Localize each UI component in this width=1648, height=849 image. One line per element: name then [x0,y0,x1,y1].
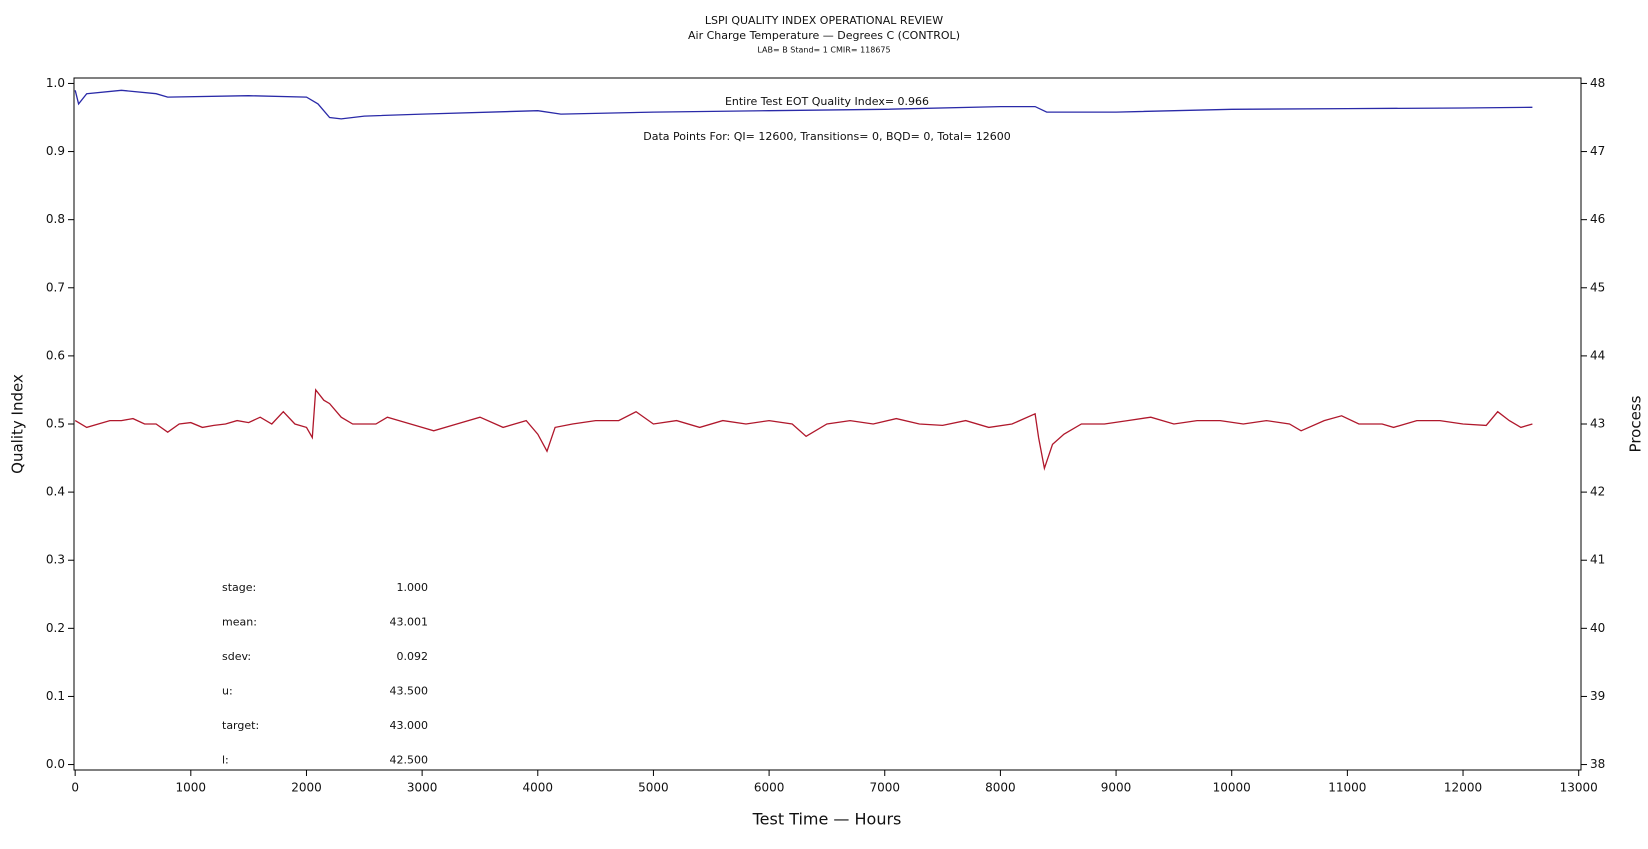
stat-label: sdev: [222,650,251,663]
y2-tick-label: 41 [1590,553,1605,567]
y-tick-label: 1.0 [46,76,65,90]
y2-tick-label: 47 [1590,144,1605,158]
chart-subtitle: LAB= B Stand= 1 CMIR= 118675 [757,46,890,55]
stat-value: 42.500 [390,754,429,767]
stat-label: stage: [222,581,256,594]
y-tick-label: 0.1 [46,689,65,703]
stat-value: 43.000 [390,719,429,732]
annotation: Entire Test EOT Quality Index= 0.966 [725,95,929,108]
x-tick-label: 11000 [1328,781,1366,795]
x-tick-label: 8000 [985,781,1016,795]
x-tick-label: 13000 [1560,781,1598,795]
stat-label: mean: [222,616,257,629]
x-tick-label: 12000 [1444,781,1482,795]
y2-tick-label: 42 [1590,485,1605,499]
y-tick-label: 0.0 [46,757,65,771]
stat-value: 43.500 [390,685,429,698]
y2-axis-label: Process [1627,395,1645,452]
y-tick-label: 0.2 [46,621,65,635]
series-line [74,388,1533,471]
y2-tick-label: 45 [1590,280,1605,294]
y2-tick-label: 46 [1590,212,1605,226]
x-tick-label: 4000 [523,781,554,795]
y-tick-label: 0.6 [46,348,65,362]
x-tick-label: 5000 [638,781,669,795]
y2-tick-label: 39 [1590,689,1605,703]
y-tick-label: 0.5 [46,417,65,431]
x-tick-label: 3000 [407,781,438,795]
y2-tick-label: 48 [1590,76,1605,90]
x-tick-label: 9000 [1101,781,1132,795]
x-tick-label: 0 [71,781,79,795]
y2-tick-label: 44 [1590,348,1605,362]
series-line [74,89,1533,120]
y-tick-label: 0.8 [46,212,65,226]
stat-label: target: [222,719,259,732]
stat-value: 0.092 [397,650,429,663]
y-tick-label: 0.4 [46,485,65,499]
x-tick-label: 7000 [869,781,900,795]
y-tick-label: 0.7 [46,280,65,294]
chart-title: LSPI QUALITY INDEX OPERATIONAL REVIEW [705,14,943,27]
stat-value: 1.000 [397,581,429,594]
stat-value: 43.001 [390,616,429,629]
x-tick-label: 10000 [1213,781,1251,795]
x-tick-label: 1000 [176,781,207,795]
annotation: Data Points For: QI= 12600, Transitions=… [643,130,1011,143]
y-tick-label: 0.3 [46,553,65,567]
chart-subtitle: Air Charge Temperature — Degrees C (CONT… [688,29,960,42]
x-axis-label: Test Time — Hours [752,810,902,829]
y2-tick-label: 38 [1590,757,1605,771]
y2-tick-label: 43 [1590,417,1605,431]
y-axis-label: Quality Index [9,374,27,474]
stat-label: u: [222,685,233,698]
x-tick-label: 6000 [754,781,785,795]
x-tick-label: 2000 [291,781,322,795]
y2-tick-label: 40 [1590,621,1605,635]
stat-label: l: [222,754,229,767]
y-tick-label: 0.9 [46,144,65,158]
